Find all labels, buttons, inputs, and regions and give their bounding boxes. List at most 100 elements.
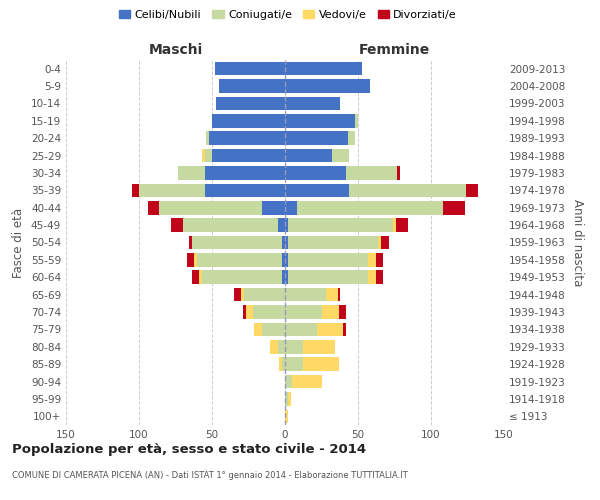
Legend: Celibi/Nubili, Coniugati/e, Vedovi/e, Divorziati/e: Celibi/Nubili, Coniugati/e, Vedovi/e, Di… (115, 6, 461, 25)
Bar (282, 358, 285, 371)
Bar (285, 218, 288, 232)
Bar (191, 236, 282, 250)
Bar (178, 166, 205, 180)
Bar (285, 288, 326, 302)
Text: COMUNE DI CAMERATA PICENA (AN) - Dati ISTAT 1° gennaio 2014 - Elaborazione TUTTI: COMUNE DI CAMERATA PICENA (AN) - Dati IS… (12, 471, 408, 480)
Bar (253, 305, 285, 319)
Bar (241, 288, 244, 302)
Bar (148, 201, 160, 214)
Bar (131, 184, 139, 197)
Bar (285, 149, 332, 162)
Bar (244, 288, 285, 302)
Bar (206, 132, 209, 145)
Bar (322, 305, 339, 319)
Bar (215, 62, 285, 76)
Bar (343, 322, 346, 336)
Bar (296, 201, 443, 214)
Bar (285, 132, 348, 145)
Bar (209, 132, 285, 145)
Bar (282, 253, 285, 266)
Y-axis label: Fasce di età: Fasce di età (13, 208, 25, 278)
Bar (376, 253, 383, 266)
Bar (282, 236, 285, 250)
Bar (397, 166, 400, 180)
Bar (245, 305, 253, 319)
Bar (288, 236, 379, 250)
Bar (279, 358, 282, 371)
Bar (302, 340, 335, 353)
Bar (285, 166, 346, 180)
Bar (285, 80, 370, 93)
Bar (202, 149, 205, 162)
Bar (194, 253, 197, 266)
Bar (326, 288, 338, 302)
Bar (220, 80, 285, 93)
Bar (285, 62, 362, 76)
Bar (349, 184, 466, 197)
Bar (212, 114, 285, 128)
Bar (379, 236, 382, 250)
Bar (278, 340, 285, 353)
Bar (285, 358, 302, 371)
Bar (466, 184, 478, 197)
Bar (443, 201, 464, 214)
Y-axis label: Anni di nascita: Anni di nascita (571, 199, 584, 286)
Bar (285, 322, 317, 336)
Bar (285, 392, 288, 406)
Bar (376, 270, 383, 284)
Bar (183, 218, 278, 232)
Text: Maschi: Maschi (148, 42, 203, 56)
Bar (285, 114, 355, 128)
Bar (317, 322, 343, 336)
Bar (262, 201, 285, 214)
Bar (242, 305, 245, 319)
Bar (288, 392, 291, 406)
Bar (197, 253, 282, 266)
Bar (346, 166, 397, 180)
Bar (368, 270, 376, 284)
Bar (285, 410, 288, 423)
Bar (338, 288, 340, 302)
Bar (288, 253, 368, 266)
Bar (285, 184, 349, 197)
Bar (288, 270, 368, 284)
Bar (285, 375, 292, 388)
Bar (285, 305, 322, 319)
Bar (285, 340, 302, 353)
Bar (332, 149, 349, 162)
Bar (199, 270, 202, 284)
Bar (288, 218, 393, 232)
Bar (212, 149, 285, 162)
Bar (217, 96, 285, 110)
Bar (187, 253, 194, 266)
Bar (278, 218, 285, 232)
Bar (285, 270, 288, 284)
Bar (285, 236, 288, 250)
Bar (285, 253, 288, 266)
Bar (205, 149, 212, 162)
Bar (188, 236, 191, 250)
Bar (302, 358, 339, 371)
Bar (160, 201, 262, 214)
Bar (191, 270, 199, 284)
Bar (262, 322, 285, 336)
Bar (339, 305, 346, 319)
Bar (139, 184, 205, 197)
Bar (234, 288, 241, 302)
Bar (393, 218, 396, 232)
Bar (254, 322, 262, 336)
Bar (205, 166, 285, 180)
Bar (282, 270, 285, 284)
Bar (348, 132, 355, 145)
Bar (205, 184, 285, 197)
Bar (382, 236, 389, 250)
Text: Popolazione per età, sesso e stato civile - 2014: Popolazione per età, sesso e stato civil… (12, 442, 366, 456)
Bar (292, 375, 322, 388)
Bar (396, 218, 407, 232)
Bar (202, 270, 282, 284)
Bar (271, 340, 278, 353)
Bar (285, 96, 340, 110)
Bar (355, 114, 358, 128)
Text: Femmine: Femmine (359, 42, 430, 56)
Bar (171, 218, 183, 232)
